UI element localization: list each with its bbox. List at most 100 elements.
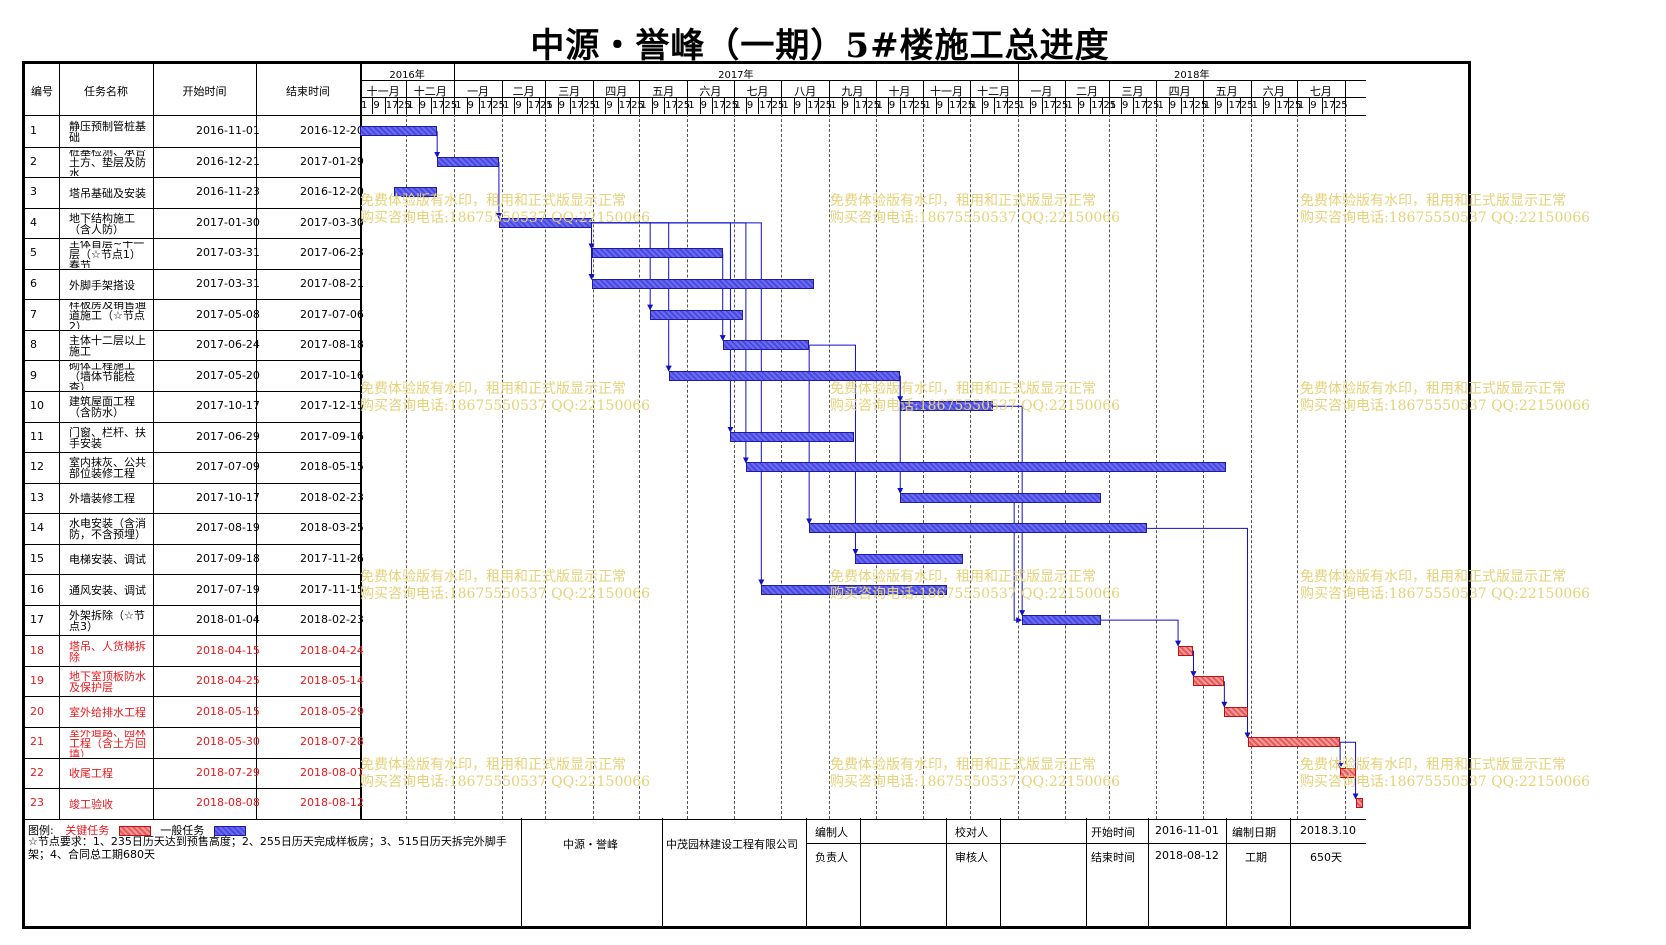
task-end: 2018-04-24	[300, 643, 364, 657]
critical-task-bar[interactable]	[1178, 645, 1194, 656]
task-bar[interactable]	[1022, 615, 1101, 626]
grid-line	[1202, 80, 1204, 114]
task-start: 2017-05-08	[196, 307, 260, 321]
task-name: 建筑屋面工程（含防水）	[69, 395, 135, 420]
grid-line	[969, 80, 971, 114]
task-end: 2017-01-29	[300, 154, 364, 168]
task-end: 2016-12-20	[300, 124, 364, 138]
task-name: 外脚手架搭设	[69, 278, 135, 292]
grid-line	[521, 818, 522, 926]
task-end: 2018-08-12	[300, 796, 364, 810]
task-id: 7	[30, 307, 37, 321]
grid-line	[406, 114, 408, 819]
grid-line	[994, 97, 996, 114]
timeline-day-tick: 1	[503, 100, 510, 111]
grid-line	[1017, 64, 1019, 80]
timeline-month: 十月	[888, 85, 911, 98]
grid-line	[593, 114, 595, 819]
task-bar[interactable]	[591, 279, 814, 290]
grid-line	[25, 604, 360, 606]
gantt-frame	[22, 61, 1471, 929]
timeline-day-tick: 25	[771, 100, 785, 111]
grid-line	[360, 64, 361, 819]
timeline-month: 十一月	[366, 85, 400, 98]
task-bar[interactable]	[498, 217, 592, 228]
grid-line	[1275, 97, 1277, 114]
timeline-day-tick: 1	[640, 100, 647, 111]
task-bar[interactable]	[855, 553, 964, 564]
task-bar[interactable]	[745, 462, 1226, 473]
grid-line	[793, 97, 795, 114]
task-start: 2017-08-19	[196, 521, 260, 535]
grid-line	[25, 238, 360, 240]
grid-line	[1108, 80, 1110, 114]
task-id: 6	[30, 277, 37, 291]
grid-line	[1077, 97, 1079, 114]
task-bar[interactable]	[650, 309, 743, 320]
task-bar[interactable]	[900, 401, 993, 412]
grid-line	[25, 818, 1366, 820]
timeline-day-tick: 1	[924, 100, 931, 111]
task-bar[interactable]	[761, 584, 947, 595]
task-end: 2017-12-15	[300, 399, 364, 413]
task-bar[interactable]	[360, 126, 438, 137]
grid-line	[887, 97, 889, 114]
timeline-day-tick: 25	[913, 100, 927, 111]
grid-line	[360, 97, 1366, 98]
timeline-day-tick: 25	[540, 100, 553, 111]
critical-task-bar[interactable]	[1247, 737, 1341, 748]
timeline-day-tick: 1	[594, 100, 601, 111]
critical-task-bar[interactable]	[1355, 798, 1364, 809]
grid-line	[25, 329, 360, 331]
timeline-day-tick: 17	[949, 100, 962, 111]
grid-line	[651, 97, 653, 114]
legend: 图例: 关键任务 一般任务	[28, 822, 252, 838]
task-bar[interactable]	[900, 492, 1101, 503]
grid-line	[1102, 97, 1104, 114]
duration-value: 650天	[1310, 851, 1342, 864]
timeline-day-tick: 9	[515, 100, 522, 111]
grid-line	[1000, 818, 1001, 926]
task-bar[interactable]	[668, 370, 901, 381]
grid-line	[630, 97, 632, 114]
task-bar[interactable]	[730, 431, 854, 442]
grid-line	[1215, 97, 1217, 114]
legend-normal-label: 一般任务	[160, 824, 205, 837]
col-header-start: 开始时间	[182, 85, 227, 98]
task-bar[interactable]	[437, 156, 499, 167]
grid-line	[25, 115, 1366, 116]
task-name: 桩基检测、承台土方、垫层及防水	[69, 149, 146, 177]
timeline-day-tick: 9	[1263, 100, 1271, 111]
task-bar[interactable]	[393, 187, 438, 198]
grid-line	[1287, 97, 1289, 114]
grid-line	[745, 97, 747, 114]
grid-line	[361, 64, 362, 819]
grid-line	[1156, 80, 1158, 114]
grid-line	[806, 97, 808, 114]
grid-line	[443, 97, 445, 114]
timeline-day-tick: 25	[583, 100, 596, 111]
critical-task-bar[interactable]	[1193, 676, 1225, 687]
timeline-day-tick: 17	[1182, 100, 1195, 111]
grid-line	[853, 97, 855, 114]
critical-task-bar[interactable]	[1224, 706, 1248, 717]
grid-line	[1321, 97, 1323, 114]
task-end: 2018-02-23	[300, 613, 364, 627]
task-bar[interactable]	[591, 248, 723, 259]
critical-task-bar[interactable]	[1340, 767, 1356, 778]
timeline-day-tick: 1	[734, 100, 741, 111]
grid-line	[25, 421, 360, 423]
grid-line	[25, 696, 360, 698]
timeline-day-tick: 25	[444, 100, 458, 111]
grid-line	[733, 80, 735, 114]
grid-line	[1148, 818, 1149, 926]
timeline-day-tick: 17	[712, 100, 726, 111]
grid-line	[25, 452, 360, 454]
grid-line	[593, 80, 595, 114]
timeline-day-tick: 17	[1276, 100, 1290, 111]
timeline-month: 一月	[1030, 85, 1053, 98]
grid-line	[605, 97, 607, 114]
task-bar[interactable]	[722, 340, 810, 351]
task-id: 23	[30, 796, 44, 810]
task-bar[interactable]	[809, 523, 1148, 534]
